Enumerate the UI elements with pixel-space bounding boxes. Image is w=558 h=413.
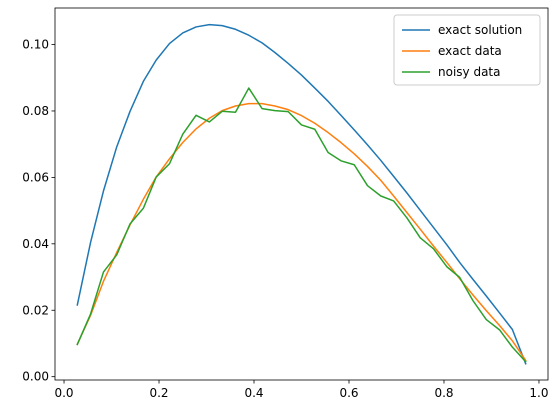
y-tick-label: 0.10 [22, 38, 49, 52]
x-tick-label: 0.8 [434, 386, 453, 400]
legend-label: noisy data [438, 65, 500, 79]
y-tick-label: 0.06 [22, 170, 49, 184]
series-layer [76, 23, 527, 365]
y-tick-label: 0.02 [22, 303, 49, 317]
x-tick-label: 0.2 [149, 386, 168, 400]
legend: exact solution exact data noisy data [393, 14, 541, 86]
y-tick-label: 0.04 [22, 237, 49, 251]
x-tick-label: 0.6 [339, 386, 358, 400]
y-tick-label: 0.08 [22, 104, 49, 118]
x-tick-label: 1.0 [529, 386, 548, 400]
x-tick-label: 0.4 [244, 386, 263, 400]
legend-label: exact data [438, 44, 502, 58]
axes-layer: 0.0 0.2 0.4 0.6 0.8 1.0 0.00 0.02 0.04 0.06 0.08 0.… [22, 7, 549, 400]
y-tick-label: 0.00 [22, 370, 49, 384]
x-tick-label: 0.0 [54, 386, 73, 400]
plot-frame [54, 7, 549, 381]
series-line-noisy-data [76, 87, 527, 363]
series-line-exact-solution [76, 23, 527, 365]
legend-box [393, 14, 541, 86]
series-line-exact-data [76, 102, 527, 362]
legend-label: exact solution [438, 23, 522, 37]
